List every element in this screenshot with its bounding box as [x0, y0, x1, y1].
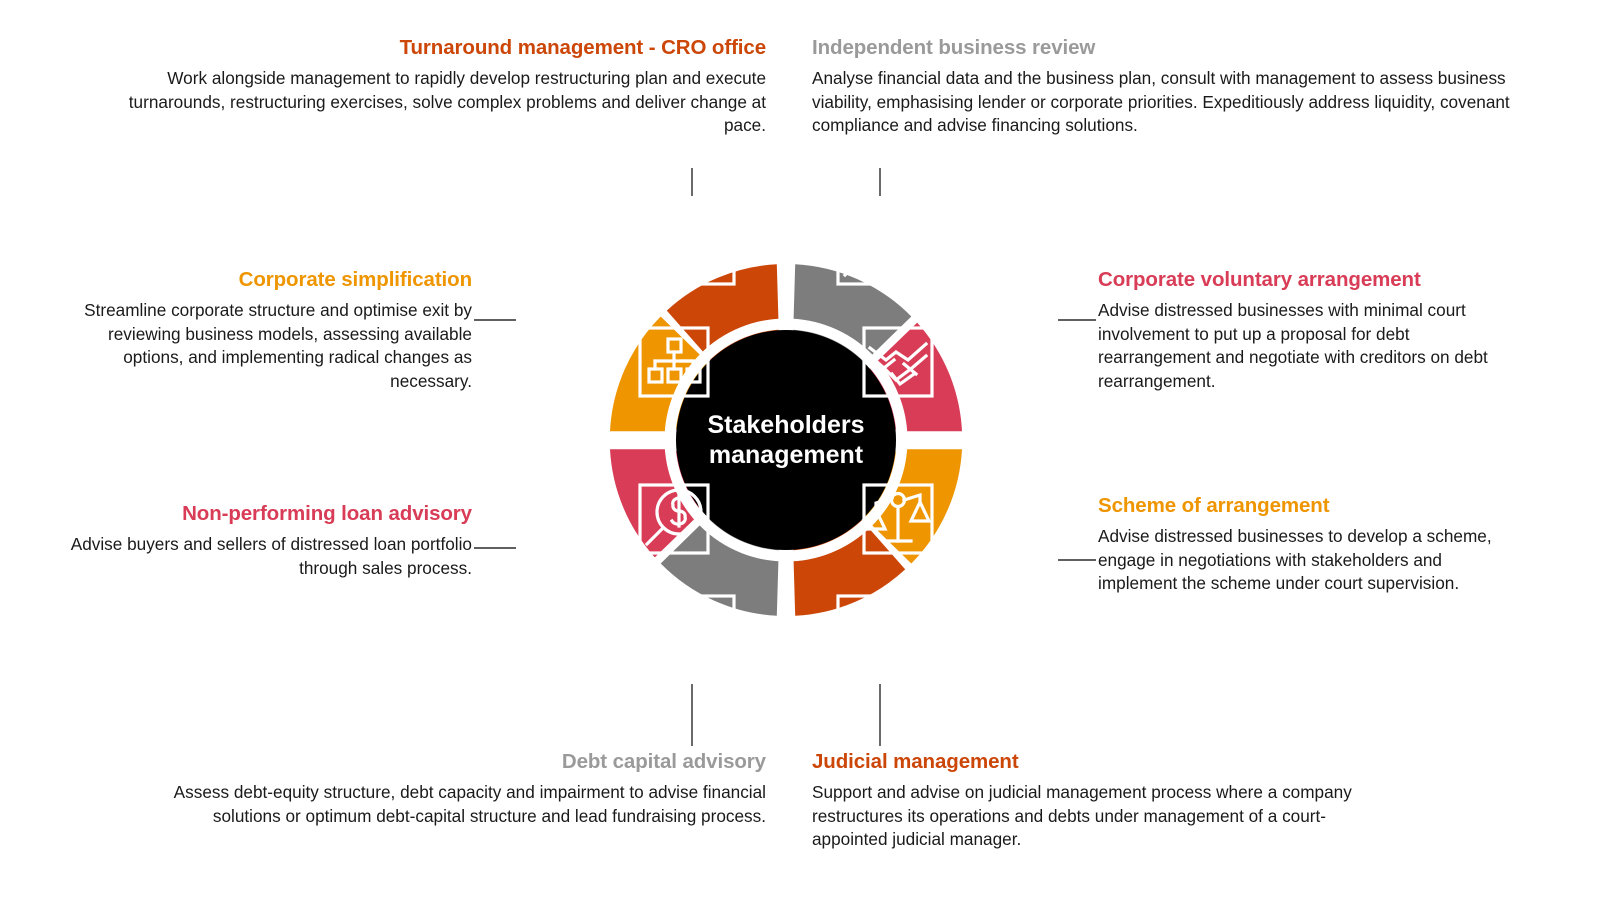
body-turnaround-management: Work alongside management to rapidly dev… [128, 68, 766, 136]
gavel-icon [836, 594, 908, 666]
body-scheme-of-arrangement: Advise distressed businesses to develop … [1098, 526, 1492, 594]
text-block-judicial-management: Judicial management Support and advise o… [812, 750, 1392, 852]
body-judicial-management: Support and advise on judicial managemen… [812, 782, 1352, 850]
magnifier-bar-chart-icon [836, 214, 908, 286]
body-non-performing-loan-advisory: Advise buyers and sellers of distressed … [70, 534, 472, 578]
body-debt-capital-advisory: Assess debt-equity structure, debt capac… [173, 782, 766, 826]
heading-scheme-of-arrangement: Scheme of arrangement [1098, 494, 1330, 517]
heading-debt-capital-advisory: Debt capital advisory [561, 750, 766, 773]
heading-independent-business-review: Independent business review [812, 36, 1096, 59]
scales-of-justice-icon [862, 483, 934, 555]
text-block-debt-capital-advisory: Debt capital advisory Assess debt-equity… [160, 750, 766, 828]
text-block-scheme-of-arrangement: Scheme of arrangement Advise distressed … [1098, 494, 1498, 596]
heading-corporate-simplification: Corporate simplification [238, 268, 472, 291]
handshake-icon [862, 326, 934, 398]
hub-label-line2: management [709, 441, 864, 469]
heading-turnaround-management: Turnaround management - CRO office [399, 36, 766, 59]
text-block-non-performing-loan-advisory: Non-performing loan advisory Advise buye… [60, 502, 472, 580]
body-corporate-voluntary-arrangement: Advise distressed businesses with minima… [1098, 300, 1488, 391]
text-block-corporate-voluntary-arrangement: Corporate voluntary arrangement Advise d… [1098, 268, 1518, 393]
hub-ring [664, 318, 908, 562]
heading-non-performing-loan-advisory: Non-performing loan advisory [182, 502, 472, 525]
people-exchange-icon [664, 214, 736, 286]
text-block-independent-business-review: Independent business review Analyse fina… [812, 36, 1528, 138]
text-block-turnaround-management: Turnaround management - CRO office Work … [120, 36, 766, 138]
heading-corporate-voluntary-arrangement: Corporate voluntary arrangement [1098, 268, 1421, 291]
body-independent-business-review: Analyse financial data and the business … [812, 68, 1510, 136]
hub-circle [676, 330, 896, 550]
text-block-corporate-simplification: Corporate simplification Streamline corp… [80, 268, 472, 393]
connector-lines [474, 168, 1096, 746]
org-chart-icon [638, 326, 710, 398]
body-corporate-simplification: Streamline corporate structure and optim… [84, 300, 472, 391]
magnifier-dollar-icon [638, 483, 710, 555]
heading-judicial-management: Judicial management [812, 750, 1019, 773]
hub-label-line1: Stakeholders [707, 411, 864, 439]
block-structure-icon [664, 594, 736, 666]
